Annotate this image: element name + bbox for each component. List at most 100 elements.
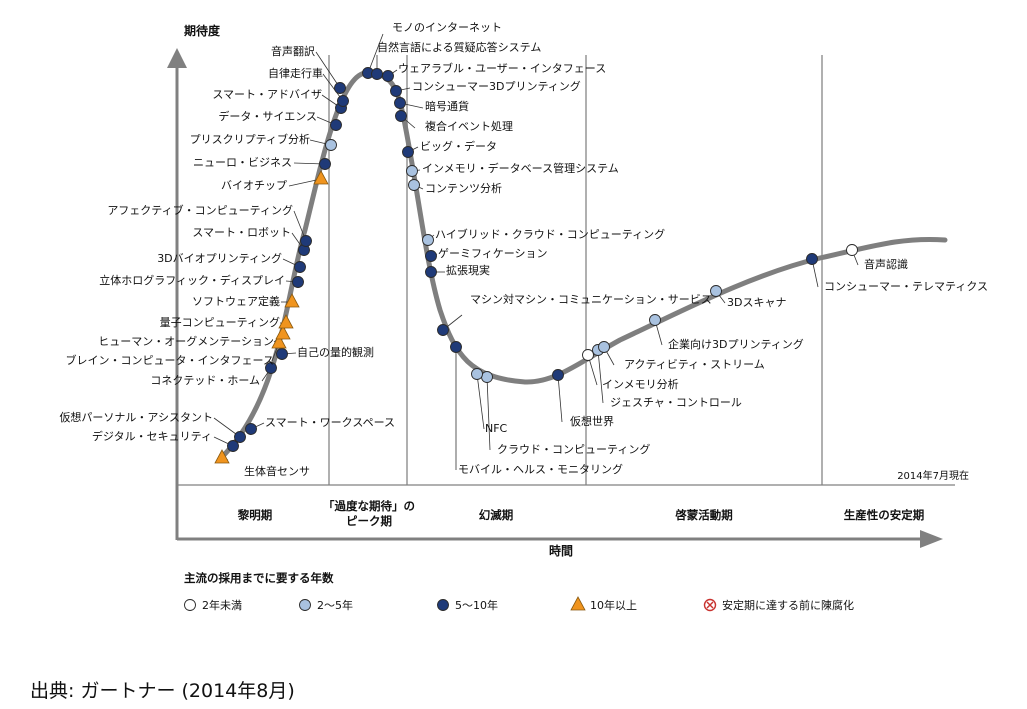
technology-label: プリスクリプティブ分析 <box>190 132 310 146</box>
technology-marker <box>337 95 349 107</box>
technology-label: インメモリ・データベース管理システム <box>422 161 619 175</box>
technology-label: 企業向け3Dプリンティング <box>668 337 804 351</box>
technology-marker <box>214 449 230 464</box>
technology-marker <box>319 158 331 170</box>
technology-label: 自律走行車 <box>268 66 323 80</box>
legend-marker <box>570 596 586 611</box>
technology-marker <box>284 293 300 308</box>
technology-label: 音声認識 <box>864 257 908 271</box>
technology-label: ヒューマン・オーグメンテーション <box>98 334 274 348</box>
technology-label: モバイル・ヘルス・モニタリング <box>458 462 623 476</box>
technology-label: バイオチップ <box>221 179 287 192</box>
technology-marker <box>408 179 420 191</box>
y-axis-title: 期待度 <box>184 23 221 38</box>
leader-line <box>597 349 604 404</box>
technology-marker <box>265 362 277 374</box>
y-axis-arrowhead <box>167 48 187 68</box>
technology-label: 自己の量的観測 <box>297 345 374 359</box>
technology-marker <box>406 165 418 177</box>
technology-marker <box>325 139 337 151</box>
technology-label: ビッグ・データ <box>420 139 497 153</box>
technology-label: ニューロ・ビジネス <box>193 156 292 169</box>
technology-label: データ・サイエンス <box>218 109 317 123</box>
technology-label: 自然言語による質疑応答システム <box>377 40 541 54</box>
legend-marker <box>299 599 311 611</box>
technology-labels: 生体音センサ デジタル・セキュリティ 仮想パーソナル・アシスタント スマート・ワークス… <box>59 21 988 478</box>
x-axis-title: 時間 <box>549 543 573 558</box>
legend-marker <box>437 599 449 611</box>
axes <box>167 48 955 548</box>
phase-peak-line2: ピーク期 <box>346 514 392 528</box>
technology-label: モノのインターネット <box>392 21 502 34</box>
legend-marker <box>184 599 196 611</box>
technology-label: 暗号通貨 <box>425 99 469 113</box>
technology-label: クラウド・コンピューティング <box>497 442 650 456</box>
technology-label: 音声翻訳 <box>271 44 315 58</box>
technology-marker <box>300 235 312 247</box>
technology-marker <box>234 431 246 443</box>
technology-label: アクティビティ・ストリーム <box>624 358 765 371</box>
technology-marker <box>394 97 406 109</box>
legend-marker <box>703 598 717 612</box>
phase-innovation-trigger: 黎明期 <box>238 508 273 522</box>
technology-label: NFC <box>485 422 508 435</box>
technology-marker <box>425 266 437 278</box>
technology-label: スマート・アドバイザ <box>212 88 322 101</box>
x-axis-arrowhead <box>920 530 943 548</box>
technology-marker <box>245 423 257 435</box>
hype-curve-line <box>218 70 948 461</box>
leader-line <box>486 376 491 451</box>
technology-marker <box>390 85 402 97</box>
technology-marker <box>710 285 722 297</box>
technology-marker <box>395 110 407 122</box>
technology-marker <box>276 348 288 360</box>
technology-label: ハイブリッド・クラウド・コンピューティング <box>435 227 665 241</box>
technology-marker <box>437 324 449 336</box>
technology-label: ブレイン・コンピュータ・インタフェース <box>66 353 274 367</box>
technology-label: スマート・ロボット <box>192 226 291 239</box>
technology-label: ソフトウェア定義 <box>192 294 280 308</box>
technology-label: コンシューマー3Dプリンティング <box>412 79 581 93</box>
legend-label: 安定期に達する前に陳腐化 <box>722 598 854 612</box>
hype-curve <box>218 70 948 461</box>
technology-marker <box>481 371 493 383</box>
leader-line <box>557 374 563 423</box>
technology-marker <box>598 341 610 353</box>
technology-label: 複合イベント処理 <box>425 119 513 133</box>
technology-marker <box>425 250 437 262</box>
technology-marker <box>371 68 383 80</box>
legend: 2年未満 2〜5年 5〜10年 10年以上 安定期に達する前に陳腐化 <box>184 596 854 612</box>
technology-marker <box>292 276 304 288</box>
as-of-date: 2014年7月現在 <box>897 469 969 482</box>
chart-text: 期待度 時間 2014年7月現在 黎明期 「過度な期待」の ピーク期 幻滅期 啓… <box>30 23 969 702</box>
technology-marker <box>422 234 434 246</box>
technology-marker <box>271 334 287 349</box>
legend-label: 2〜5年 <box>317 598 353 612</box>
technology-label: 生体音センサ <box>244 464 310 478</box>
phase-peak-line1: 「過度な期待」の <box>323 499 415 513</box>
leader-line <box>315 51 341 89</box>
technology-label: ジェスチャ・コントロール <box>610 396 742 409</box>
technology-marker <box>275 325 291 340</box>
technology-label: 3Dスキャナ <box>727 296 786 309</box>
technology-label: ウェアラブル・ユーザー・インタフェース <box>398 61 606 75</box>
leader-line <box>476 373 485 430</box>
technology-label: 立体ホログラフィック・ディスプレイ <box>99 273 285 287</box>
technology-label: マシン対マシン・コミュニケーション・サービス <box>470 292 712 306</box>
technology-marker <box>806 253 818 265</box>
technology-marker <box>330 119 342 131</box>
technology-label: 拡張現実 <box>446 263 490 277</box>
technology-label: 仮想世界 <box>570 414 614 428</box>
technology-marker <box>471 368 483 380</box>
technology-marker <box>313 170 329 185</box>
legend-title: 主流の採用までに要する年数 <box>184 571 334 585</box>
technology-markers <box>214 67 858 464</box>
technology-marker <box>450 341 462 353</box>
legend-label: 5〜10年 <box>455 598 498 612</box>
technology-marker <box>382 70 394 82</box>
technology-label: スマート・ワークスペース <box>265 416 395 429</box>
legend-label: 10年以上 <box>590 598 637 612</box>
technology-marker <box>649 314 661 326</box>
technology-label: コンシューマー・テレマティクス <box>824 280 988 293</box>
